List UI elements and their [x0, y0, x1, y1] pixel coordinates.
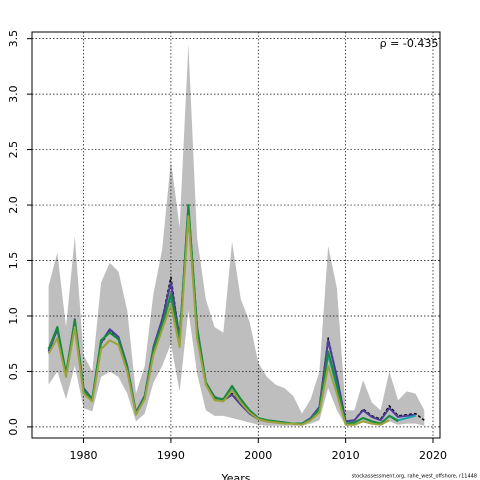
x-tick-label: 1980	[70, 449, 98, 462]
series-line	[47, 207, 416, 425]
series-line	[47, 215, 390, 426]
x-tick-label: 1990	[157, 449, 185, 462]
y-tick-label: 0.0	[7, 418, 20, 436]
confidence-band	[48, 44, 425, 426]
y-tick-label: 2.5	[7, 141, 20, 159]
footnote: stockassessment.org, rahe_west_offshore,…	[352, 474, 477, 480]
plot-frame	[31, 31, 441, 439]
y-tick-label: 2.0	[7, 196, 20, 214]
x-tick-label: 2020	[419, 449, 447, 462]
y-tick-label: 0.5	[7, 363, 20, 381]
x-tick-label: 2000	[244, 449, 272, 462]
y-tick-label: 1.5	[7, 252, 20, 270]
y-tick-label: 3.0	[7, 85, 20, 103]
x-tick-label: 2010	[332, 449, 360, 462]
y-tick-label: 3.5	[7, 30, 20, 48]
x-axis-label: Years	[220, 472, 250, 480]
annotation: ρ = -0.435	[380, 37, 439, 50]
series-line	[47, 204, 399, 425]
y-tick-label: 1.0	[7, 307, 20, 325]
